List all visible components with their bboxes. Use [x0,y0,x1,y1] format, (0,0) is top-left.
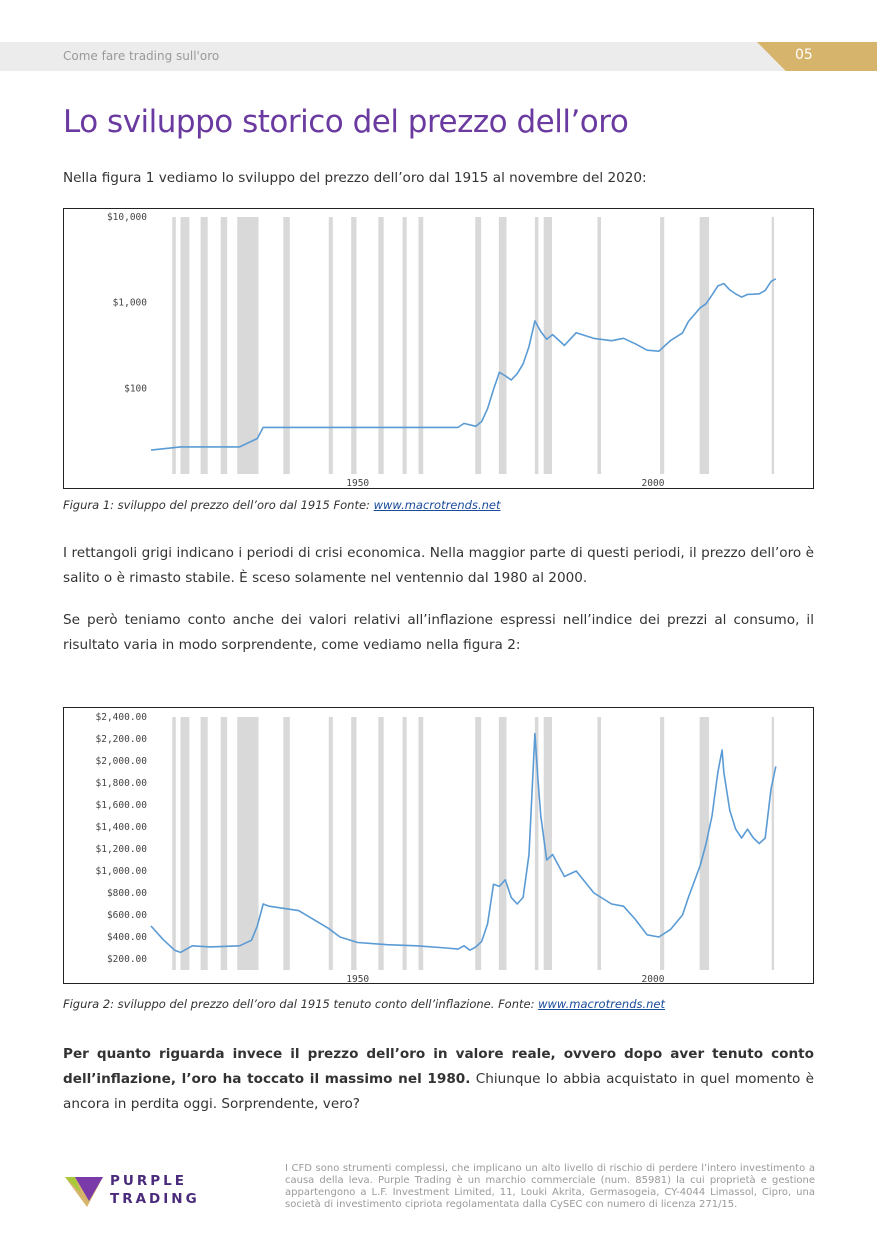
figure-2-recession-band [172,717,176,970]
page-title: Lo sviluppo storico del prezzo dell’oro [63,104,629,140]
figure-2-recession-band [498,717,507,970]
figure-1-y-tick-label: $1,000 [113,298,148,309]
figure-1-recession-band [351,217,357,474]
figure-2-recession-band [699,717,710,970]
figure-2-recession-band [660,717,665,970]
header-band [0,42,790,71]
figure-2-x-tick-label: 1950 [346,974,369,982]
figure-1-recession-band [660,217,665,474]
figure-1-source-link[interactable]: www.macrotrends.net [373,498,501,512]
figure-1-recession-band [543,217,552,474]
paragraph-real-value: Per quanto riguarda invece il prezzo del… [63,1042,814,1117]
paragraph-crises: I rettangoli grigi indicano i periodi di… [63,545,814,586]
figure-1-chart: $100 $1,000 $10,000 1950 2000 [107,212,777,487]
figure-1-caption: Figura 1: sviluppo del prezzo dell’oro d… [63,498,501,512]
intro-paragraph: Nella figura 1 vediamo lo sviluppo del p… [63,170,647,186]
figure-2-recession-band [220,717,228,970]
figure-2-recession-band [402,717,407,970]
figure-2-caption: Figura 2: sviluppo del prezzo dell’oro d… [63,997,665,1011]
running-title: Come fare trading sull'oro [63,49,220,63]
logo-line-2: TRADING [110,1191,200,1207]
figure-1-recession-band [237,217,259,474]
figure-2-recession-band [475,717,482,970]
figure-1-caption-text: Figura 1: sviluppo del prezzo dell’oro d… [63,498,374,512]
figure-2-recession-band [200,717,208,970]
logo-line-1: PURPLE [110,1173,187,1189]
figure-1-x-tick-label: 2000 [642,478,665,487]
figure-1-recession-band [200,217,208,474]
figure-2-recession-band [283,717,290,970]
figure-2-y-tick-label: $800.00 [107,888,147,899]
figure-2-recession-band [378,717,384,970]
figure-2-y-tick-label: $1,200.00 [96,844,148,855]
paragraph-real-value-rest: Chiunque lo abbia acquistato in quel mom… [63,1071,814,1112]
figure-2-recession-band [418,717,424,970]
page-number: 05 [795,47,813,63]
figure-2-recession-band [351,717,357,970]
figure-1-recession-band [498,217,507,474]
figure-2-recession-band [771,717,775,970]
figure-2-y-tick-label: $200.00 [107,954,147,965]
figure-1-recession-band [699,217,710,474]
purple-trading-logo-icon [65,1177,103,1207]
figure-2-caption-text: Figura 2: sviluppo del prezzo dell’oro d… [63,997,539,1011]
figure-2: $200.00 $400.00 $600.00 $800.00 $1,000.00 $1,… [63,707,814,984]
legal-disclaimer: I CFD sono strumenti complessi, che impl… [285,1163,815,1210]
figure-2-recession-band [534,717,539,970]
paragraph-inflation: Se però teniamo conto anche dei valori r… [63,612,814,653]
figure-1-y-tick-label: $100 [124,383,147,394]
figure-2-price-line [150,732,777,954]
figure-2-y-tick-label: $1,800.00 [96,778,148,789]
figure-2-x-tick-label: 2000 [642,974,665,982]
figure-2-recession-band [328,717,333,970]
figure-1-recession-band [475,217,482,474]
figure-2-chart: $200.00 $400.00 $600.00 $800.00 $1,000.00 $1,… [96,712,777,982]
figure-1-y-tick-label: $10,000 [107,212,147,223]
figure-1-recession-band [328,217,333,474]
figure-1-price-line [150,278,777,451]
figure-1-recession-band [172,217,176,474]
figure-1-recession-band [378,217,384,474]
figure-2-y-tick-label: $2,200.00 [96,734,148,745]
figure-1-recession-band [220,217,228,474]
figure-2-y-tick-label: $600.00 [107,910,147,921]
figure-1-recession-band [771,217,775,474]
figure-1-x-tick-label: 1950 [346,478,369,487]
figure-2-recession-band [180,717,190,970]
figure-2-recession-band [543,717,552,970]
figure-1-recession-band [597,217,602,474]
figure-1-recession-band [283,217,290,474]
figure-2-source-link[interactable]: www.macrotrends.net [538,997,666,1011]
figure-1-recession-band [180,217,190,474]
figure-2-y-tick-label: $1,600.00 [96,800,148,811]
figure-1: $100 $1,000 $10,000 1950 2000 [63,208,814,489]
figure-2-y-tick-label: $1,400.00 [96,822,148,833]
figure-2-recession-band [597,717,602,970]
figure-2-y-tick-label: $1,000.00 [96,866,148,877]
figure-2-y-tick-label: $400.00 [107,932,147,943]
figure-2-y-tick-label: $2,400.00 [96,712,148,723]
figure-1-recession-band [534,217,539,474]
figure-2-recession-band [237,717,259,970]
figure-1-recession-band [402,217,407,474]
paragraph-real-value-bold: Per quanto riguarda invece il prezzo del… [63,1046,814,1087]
figure-1-recession-band [418,217,424,474]
figure-2-y-tick-label: $2,000.00 [96,756,148,767]
logo-wordmark: PURPLE TRADING [110,1172,200,1208]
